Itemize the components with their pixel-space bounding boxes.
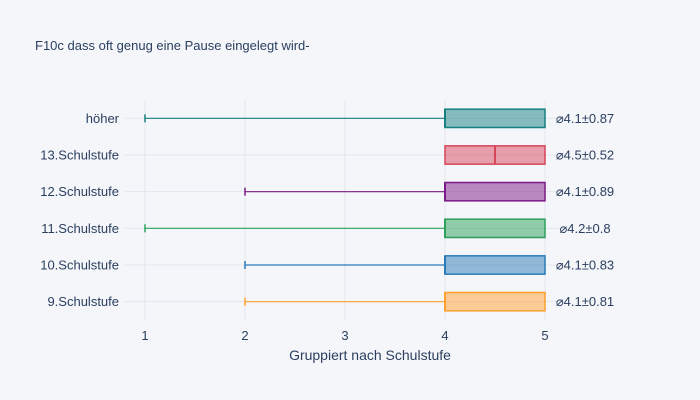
y-tick-label: 11.Schulstufe [41, 221, 119, 236]
iqr-box [444, 291, 546, 312]
y-tick-label: 12.Schulstufe [40, 184, 119, 199]
x-tick-label: 5 [541, 328, 548, 343]
chart-title: F10c dass oft genug eine Pause eingelegt… [35, 38, 310, 53]
box-9.Schulstufe [244, 291, 546, 312]
stat-annotation: ⌀4.2±0.8 [559, 221, 610, 236]
iqr-box [444, 108, 546, 129]
y-tick-label: höher [86, 111, 120, 126]
stat-annotation: ⌀4.1±0.87 [556, 111, 614, 126]
x-axis-label: Gruppiert nach Schulstufe [289, 347, 451, 363]
box-13.Schulstufe [444, 145, 546, 165]
y-tick-label: 13.Schulstufe [40, 148, 119, 163]
stat-annotation: ⌀4.1±0.83 [556, 258, 614, 273]
y-tick-label: 10.Schulstufe [40, 258, 119, 273]
box-12.Schulstufe [244, 181, 546, 202]
x-tick-label: 1 [141, 328, 148, 343]
x-tick-label: 3 [341, 328, 348, 343]
x-tick-label: 4 [441, 328, 448, 343]
stat-annotation: ⌀4.1±0.81 [556, 294, 614, 309]
stat-annotation: ⌀4.1±0.89 [556, 184, 614, 199]
stat-annotation: ⌀4.5±0.52 [556, 148, 614, 163]
box-11.Schulstufe [144, 218, 546, 239]
grid-layer [125, 100, 565, 320]
box-layer [144, 108, 546, 312]
box-höher [144, 108, 546, 129]
iqr-box [444, 255, 546, 275]
box-10.Schulstufe [244, 255, 546, 275]
iqr-box [444, 218, 546, 239]
x-tick-label: 2 [241, 328, 248, 343]
y-tick-label: 9.Schulstufe [47, 294, 119, 309]
iqr-box [444, 181, 546, 202]
label-layer: 1 2 3 4 5 9.Schulstufe 10.Schulstufe 11.Schulst… [40, 111, 614, 343]
